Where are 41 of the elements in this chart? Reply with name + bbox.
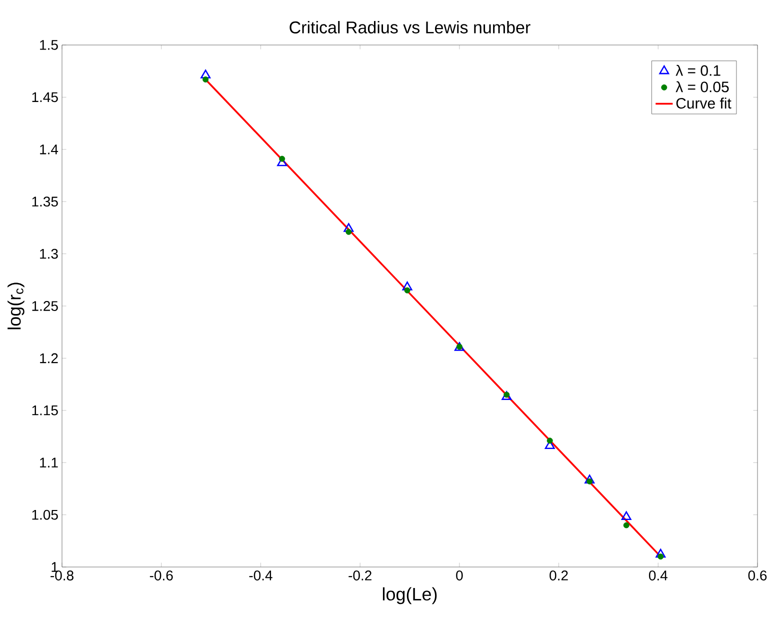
point: [200, 70, 211, 78]
point: [584, 474, 595, 484]
y-tick-label: 1.2: [40, 353, 58, 364]
point: [402, 282, 412, 290]
x-tick-label: -0.2: [348, 570, 372, 580]
point: [656, 548, 666, 558]
y-tick-label: 1: [52, 562, 58, 572]
x-tick-label: 0.4: [648, 570, 668, 580]
point: [456, 344, 462, 350]
y-tick-label: 1.45: [32, 92, 58, 102]
legend-label: Curve fit: [676, 98, 732, 109]
point: [586, 478, 593, 484]
point: [621, 511, 632, 520]
x-tick-label: -0.6: [150, 570, 173, 580]
point: [346, 228, 352, 235]
legend-label: λ = 0.05: [676, 81, 729, 92]
point: [504, 392, 510, 398]
y-tick-label: 1.25: [32, 301, 58, 311]
y-tick-label: 1.15: [32, 406, 58, 416]
point: [344, 223, 354, 232]
chart-title: Critical Radius vs Lewis number: [290, 20, 530, 34]
x-axis-title: log(Le): [382, 587, 437, 604]
point: [623, 522, 630, 528]
y-tick-label: 1.5: [40, 40, 58, 50]
y-tick-label: 1.4: [40, 144, 58, 154]
point: [404, 287, 410, 294]
y-tick-label: 1.3: [40, 248, 58, 259]
x-tick-label: 0.2: [550, 570, 568, 580]
y-axis-title: log(r$_{c}$): [8, 282, 24, 330]
point: [546, 438, 553, 444]
point: [202, 76, 209, 82]
x-tick-label: 0.6: [748, 570, 767, 580]
x-tick-label: -0.8: [50, 570, 74, 580]
point: [279, 156, 286, 162]
point: [658, 554, 664, 560]
y-tick-label: 1.05: [32, 510, 58, 520]
x-tick-label: -0.4: [249, 570, 272, 580]
legend-label: λ = 0.1: [676, 64, 720, 76]
x-tick-label: 0: [456, 570, 463, 580]
y-tick-label: 1.35: [32, 196, 58, 207]
y-tick-label: 1.1: [40, 458, 58, 468]
